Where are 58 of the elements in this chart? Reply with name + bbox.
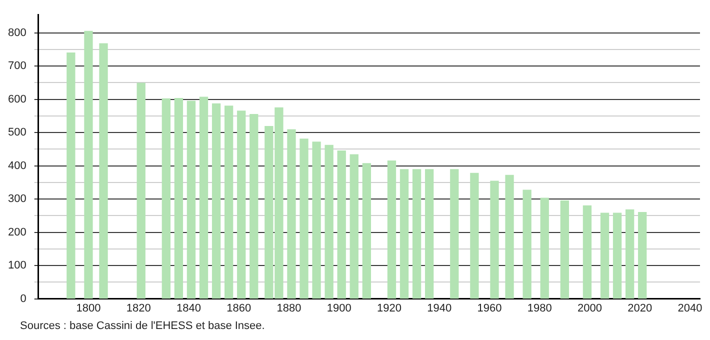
bar bbox=[540, 198, 549, 299]
y-tick-label: 0 bbox=[20, 292, 26, 305]
bar bbox=[84, 30, 93, 299]
bar bbox=[424, 169, 434, 299]
bar bbox=[505, 174, 514, 299]
bar bbox=[337, 150, 346, 299]
y-tick-label: 300 bbox=[8, 193, 26, 206]
bar bbox=[612, 212, 622, 299]
bar bbox=[174, 98, 184, 299]
y-tick-label: 400 bbox=[8, 160, 26, 172]
y-tick-label: 500 bbox=[8, 126, 26, 139]
bar bbox=[250, 114, 258, 299]
bar bbox=[362, 163, 371, 299]
y-tick-label: 600 bbox=[8, 93, 26, 106]
bar bbox=[136, 82, 146, 299]
x-tick-label: 1920 bbox=[376, 302, 402, 314]
y-tick-label: 200 bbox=[8, 226, 26, 238]
bar bbox=[237, 110, 246, 299]
x-tick-label: 1800 bbox=[76, 302, 101, 314]
bar bbox=[400, 169, 409, 299]
bar bbox=[625, 209, 634, 299]
bar bbox=[450, 169, 459, 299]
x-tick-label: 1960 bbox=[477, 302, 502, 314]
bar bbox=[638, 212, 647, 299]
bar bbox=[300, 138, 308, 299]
bar bbox=[224, 106, 234, 299]
bar bbox=[186, 100, 196, 299]
x-tick-label: 1820 bbox=[126, 302, 151, 314]
bar bbox=[350, 154, 358, 299]
x-tick-label: 1940 bbox=[427, 302, 452, 314]
bar bbox=[522, 190, 532, 299]
x-tick-label: 1900 bbox=[326, 302, 352, 314]
x-tick-label: 1880 bbox=[276, 302, 302, 314]
x-tick-label: 2020 bbox=[628, 302, 652, 314]
y-tick-label: 800 bbox=[8, 26, 26, 39]
bar bbox=[312, 142, 321, 299]
source-note: Sources : base Cassini de l'EHESS et base Insee. bbox=[20, 320, 265, 332]
x-tick-label: 2000 bbox=[577, 302, 602, 314]
bar bbox=[324, 144, 334, 299]
x-tick-label: 1840 bbox=[176, 302, 201, 314]
bar bbox=[470, 172, 479, 299]
bar bbox=[162, 98, 170, 299]
bar bbox=[412, 169, 422, 299]
bar bbox=[560, 200, 569, 299]
y-tick-label: 700 bbox=[8, 60, 26, 72]
bar bbox=[582, 205, 592, 299]
bar bbox=[287, 129, 296, 299]
x-tick-label: 1860 bbox=[226, 302, 252, 314]
bar bbox=[490, 180, 499, 299]
bar bbox=[99, 43, 108, 299]
x-tick-label: 1980 bbox=[527, 302, 552, 314]
bar bbox=[66, 52, 76, 299]
bar bbox=[600, 212, 610, 299]
bar bbox=[199, 96, 208, 299]
x-tick-label: 2040 bbox=[678, 302, 702, 314]
y-tick-label: 100 bbox=[8, 260, 26, 272]
bar bbox=[387, 160, 396, 299]
bar bbox=[212, 103, 221, 299]
